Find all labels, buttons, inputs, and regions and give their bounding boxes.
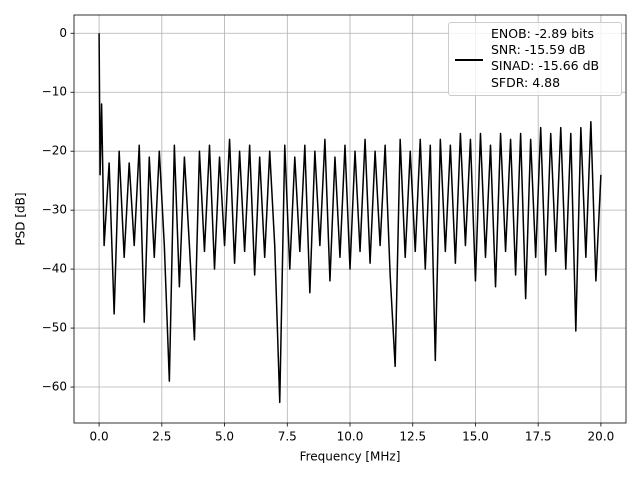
- y-tick-label: 0: [59, 26, 67, 40]
- x-tick-label: 5.0: [215, 430, 234, 444]
- legend-swatch: [455, 59, 483, 61]
- y-tick-label: −10: [42, 85, 67, 99]
- x-axis-label: Frequency [MHz]: [300, 450, 401, 464]
- y-tick-label: −20: [42, 144, 67, 158]
- x-tick-label: 20.0: [588, 430, 615, 444]
- y-axis-label: PSD [dB]: [14, 192, 28, 245]
- plot-frame: [73, 14, 627, 424]
- x-tick-label: 2.5: [152, 430, 171, 444]
- x-tick-label: 7.5: [278, 430, 297, 444]
- y-tick-label: −60: [42, 380, 67, 394]
- y-tick-label: −50: [42, 321, 67, 335]
- x-tick-label: 15.0: [462, 430, 489, 444]
- legend-label: ENOB: -2.89 bits SNR: -15.59 dB SINAD: -…: [491, 26, 600, 90]
- x-tick-label: 0.0: [90, 430, 109, 444]
- data-line: [98, 33, 602, 404]
- y-tick-label: −40: [42, 262, 67, 276]
- x-tick-label: 10.0: [337, 430, 364, 444]
- x-tick-label: 17.5: [525, 430, 552, 444]
- y-tick-label: −30: [42, 203, 67, 217]
- x-tick-label: 12.5: [399, 430, 426, 444]
- legend: ENOB: -2.89 bits SNR: -15.59 dB SINAD: -…: [448, 22, 622, 96]
